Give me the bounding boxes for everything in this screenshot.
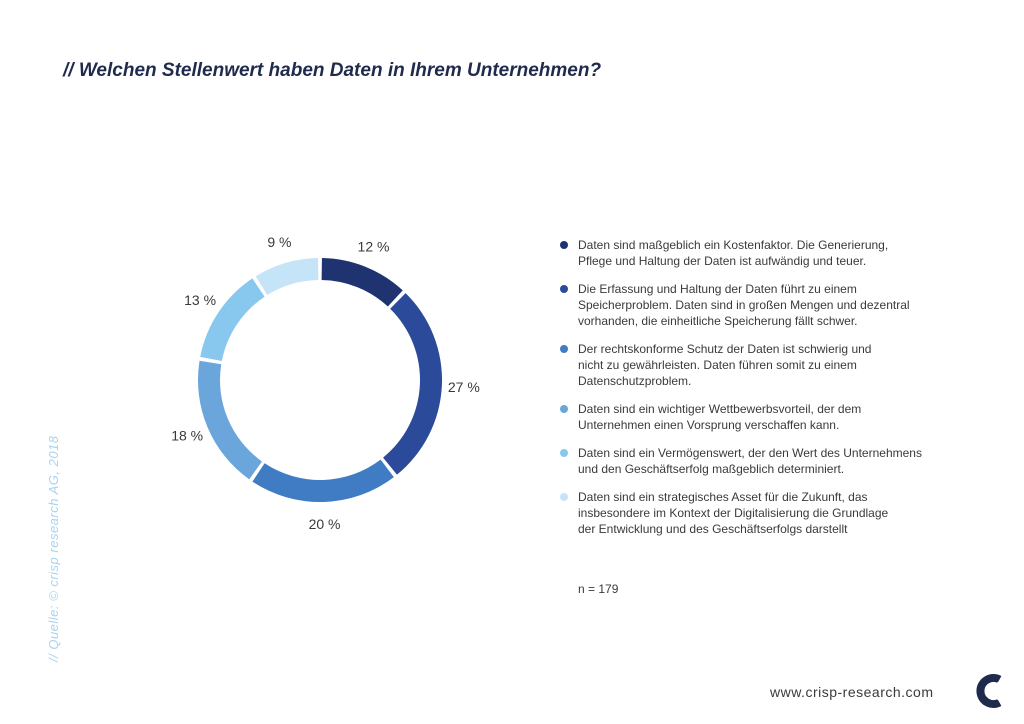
donut-slice-6 [255,258,319,296]
legend-dot-icon [560,241,568,249]
donut-slice-3 [252,459,394,502]
crisp-logo-icon [976,674,1006,708]
legend-text: Die Erfassung und Haltung der Daten führ… [578,282,910,328]
slice-label-5: 13 % [184,292,216,308]
slice-label-4: 18 % [171,428,203,444]
legend-dot-icon [560,285,568,293]
slice-label-2: 27 % [448,379,480,395]
legend-item-6: Daten sind ein strategisches Asset für d… [560,489,960,537]
chart-title: // Welchen Stellenwert haben Daten in Ih… [63,60,602,81]
legend-dot-icon [560,405,568,413]
donut-slice-5 [200,278,265,362]
source-note: // Quelle: © crisp research AG, 2018 [46,435,61,662]
legend-text: Daten sind maßgeblich ein Kostenfaktor. … [578,238,889,268]
legend-item-1: Daten sind maßgeblich ein Kostenfaktor. … [560,237,960,269]
donut-chart: 12 % 27 % 20 % 18 % 13 % 9 % [171,234,480,532]
slice-label-3: 20 % [309,516,341,532]
legend-item-5: Daten sind ein Vermögenswert, der den We… [560,445,960,477]
legend-text: Daten sind ein wichtiger Wettbewerbsvort… [578,402,862,432]
legend-dot-icon [560,449,568,457]
donut-slice-4 [198,360,262,480]
donut-slice-2 [383,293,442,475]
legend-dot-icon [560,493,568,501]
legend-dot-icon [560,345,568,353]
sample-size: n = 179 [578,582,619,596]
legend-text: Daten sind ein strategisches Asset für d… [578,490,889,536]
slice-label-6: 9 % [267,234,291,250]
slice-label-1: 12 % [358,238,390,254]
legend-item-2: Die Erfassung und Haltung der Daten führ… [560,281,960,329]
legend-item-3: Der rechtskonforme Schutz der Daten ist … [560,341,960,389]
website-link[interactable]: www.crisp-research.com [770,684,934,700]
donut-slice-1 [321,258,403,307]
legend-text: Daten sind ein Vermögenswert, der den We… [578,446,922,476]
chart-legend: Daten sind maßgeblich ein Kostenfaktor. … [560,237,960,549]
legend-text: Der rechtskonforme Schutz der Daten ist … [578,342,872,388]
legend-item-4: Daten sind ein wichtiger Wettbewerbsvort… [560,401,960,433]
